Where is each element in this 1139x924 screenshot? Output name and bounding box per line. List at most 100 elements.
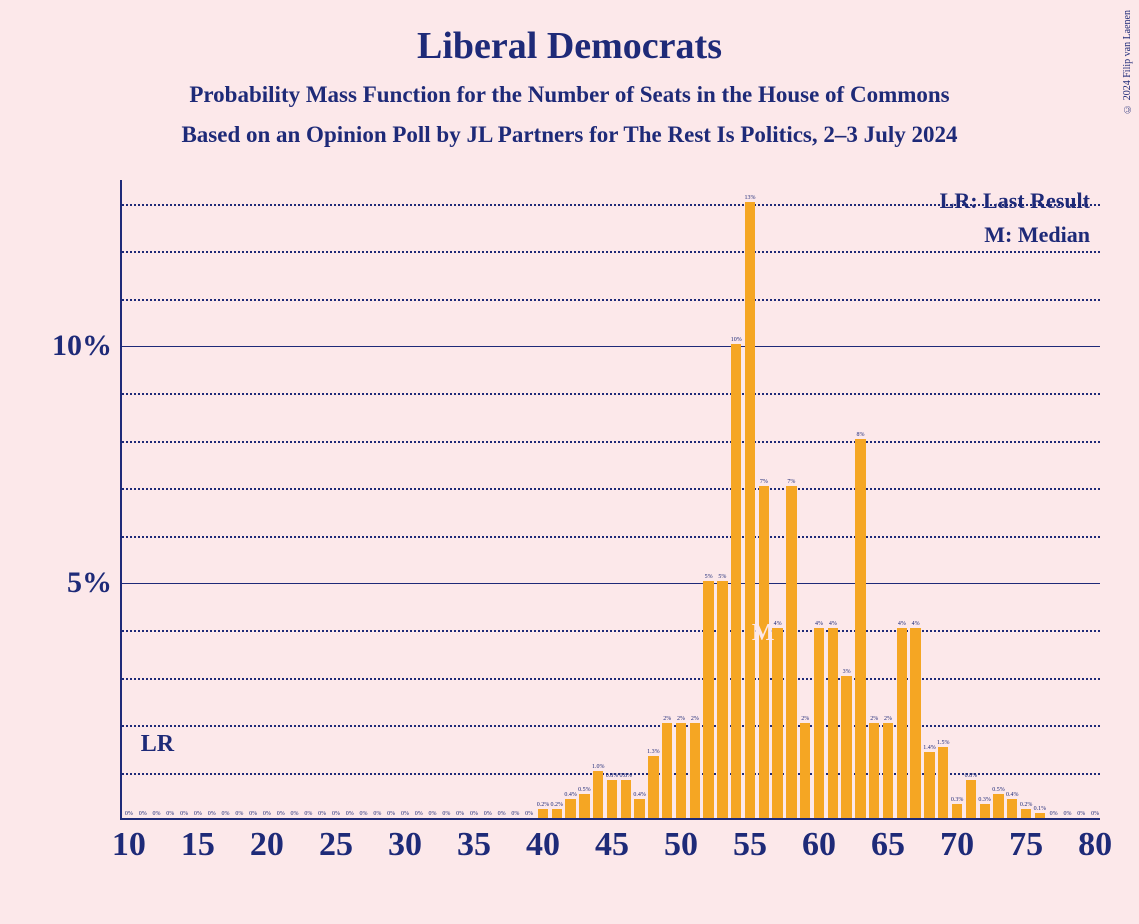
- bar-value-label: 4%: [912, 621, 920, 627]
- bar-value-label: 0.4%: [564, 792, 577, 798]
- bar-value-label: 5%: [718, 574, 726, 580]
- bar-value-label: 0.8%: [620, 773, 633, 779]
- bar-value-label: 0%: [525, 811, 533, 817]
- bar-value-label: 0%: [194, 811, 202, 817]
- bar-value-label: 4%: [829, 621, 837, 627]
- bar-value-label: 0%: [153, 811, 161, 817]
- bar: 0.8%: [966, 780, 976, 818]
- bar-value-label: 0.3%: [978, 797, 991, 803]
- x-axis-tick-label: 65: [871, 826, 905, 864]
- bar-value-label: 0.5%: [992, 787, 1005, 793]
- chart-title: Liberal Democrats: [0, 0, 1139, 68]
- bar-value-label: 1.5%: [937, 740, 950, 746]
- bar: 4%: [814, 628, 824, 818]
- bar-value-label: 0%: [401, 811, 409, 817]
- bar-value-label: 2%: [691, 716, 699, 722]
- bar-value-label: 0%: [235, 811, 243, 817]
- bar: 0.2%: [538, 809, 548, 818]
- bar: 0.4%: [565, 799, 575, 818]
- x-axis-tick-label: 70: [940, 826, 974, 864]
- x-axis-tick-label: 35: [457, 826, 491, 864]
- chart-subtitle-2: Based on an Opinion Poll by JL Partners …: [0, 122, 1139, 148]
- bar-value-label: 0%: [511, 811, 519, 817]
- bar-value-label: 0%: [166, 811, 174, 817]
- bar-value-label: 0%: [249, 811, 257, 817]
- x-axis-tick-label: 20: [250, 826, 284, 864]
- gridline-minor: [122, 299, 1100, 301]
- bar-value-label: 3%: [843, 669, 851, 675]
- x-axis-tick-label: 75: [1009, 826, 1043, 864]
- bar: 10%: [731, 344, 741, 818]
- bar-value-label: 0%: [139, 811, 147, 817]
- bar: 1.3%: [648, 756, 658, 818]
- bar-value-label: 8%: [856, 432, 864, 438]
- legend-m: M: Median: [940, 222, 1090, 248]
- legend: LR: Last Result M: Median: [940, 188, 1090, 256]
- bar: 1.0%: [593, 771, 603, 818]
- bar: 2%: [800, 723, 810, 818]
- gridline-major: [122, 346, 1100, 347]
- plot-area: LR: Last Result M: Median 5%10%101520253…: [120, 180, 1100, 820]
- bar-value-label: 0%: [125, 811, 133, 817]
- bar: 2%: [662, 723, 672, 818]
- x-axis-tick-label: 25: [319, 826, 353, 864]
- bar: 4%: [910, 628, 920, 818]
- gridline-minor: [122, 393, 1100, 395]
- bar-value-label: 0.8%: [965, 773, 978, 779]
- bar-value-label: 7%: [787, 479, 795, 485]
- bar-value-label: 0.1%: [1034, 806, 1047, 812]
- bar-value-label: 0.5%: [578, 787, 591, 793]
- bar-value-label: 0%: [456, 811, 464, 817]
- bar-value-label: 0%: [470, 811, 478, 817]
- bar-value-label: 0%: [208, 811, 216, 817]
- bar: 4%: [828, 628, 838, 818]
- bar: 0.2%: [1021, 809, 1031, 818]
- gridline-minor: [122, 678, 1100, 680]
- bar-value-label: 0%: [360, 811, 368, 817]
- bar-value-label: 0%: [387, 811, 395, 817]
- bar-value-label: 0%: [1063, 811, 1071, 817]
- bar-value-label: 0%: [373, 811, 381, 817]
- bar-value-label: 0%: [222, 811, 230, 817]
- bar-value-label: 2%: [884, 716, 892, 722]
- x-axis-tick-label: 60: [802, 826, 836, 864]
- bar-value-label: 0%: [442, 811, 450, 817]
- bar-value-label: 0%: [1050, 811, 1058, 817]
- bar: 0.5%: [993, 794, 1003, 818]
- bar: 0.4%: [634, 799, 644, 818]
- bar-value-label: 0.4%: [1006, 792, 1019, 798]
- bar: 0.3%: [980, 804, 990, 818]
- bar-value-label: 1.0%: [592, 764, 605, 770]
- marker-median: M: [752, 620, 775, 647]
- bar-value-label: 0%: [318, 811, 326, 817]
- bar-value-label: 0%: [277, 811, 285, 817]
- chart-container: LR: Last Result M: Median 5%10%101520253…: [50, 180, 1110, 900]
- bar: 1.5%: [938, 747, 948, 818]
- bar-value-label: 2%: [677, 716, 685, 722]
- bar-value-label: 2%: [870, 716, 878, 722]
- x-axis-tick-label: 15: [181, 826, 215, 864]
- y-axis-tick-label: 5%: [67, 566, 112, 600]
- bar-value-label: 2%: [801, 716, 809, 722]
- gridline-minor: [122, 725, 1100, 727]
- bar-value-label: 0%: [346, 811, 354, 817]
- bar: 0.5%: [579, 794, 589, 818]
- bar-value-label: 0%: [304, 811, 312, 817]
- bar: 3%: [841, 676, 851, 818]
- bar-value-label: 5%: [705, 574, 713, 580]
- bar-value-label: 0.4%: [633, 792, 646, 798]
- bar-value-label: 0%: [484, 811, 492, 817]
- x-axis-tick-label: 45: [595, 826, 629, 864]
- bar: 0.4%: [1007, 799, 1017, 818]
- bar-value-label: 0%: [415, 811, 423, 817]
- bar: 4%: [772, 628, 782, 818]
- bar-value-label: 0%: [1077, 811, 1085, 817]
- bar: 8%: [855, 439, 865, 818]
- bar-value-label: 0%: [1091, 811, 1099, 817]
- y-axis-tick-label: 10%: [52, 329, 112, 363]
- bar-value-label: 0.2%: [551, 802, 564, 808]
- bar: 0.8%: [621, 780, 631, 818]
- bar-value-label: 4%: [815, 621, 823, 627]
- bar: 0.1%: [1035, 813, 1045, 818]
- gridline-minor: [122, 630, 1100, 632]
